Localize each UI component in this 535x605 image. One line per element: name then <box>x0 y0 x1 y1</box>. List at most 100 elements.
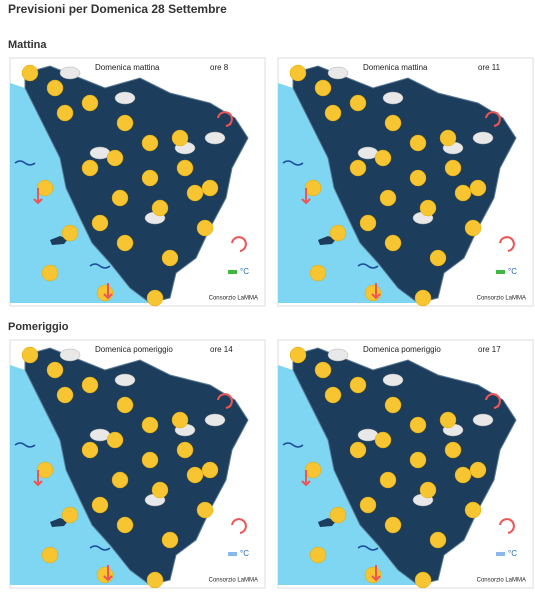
island <box>50 518 68 527</box>
sun-icon <box>384 396 402 414</box>
sun-icon <box>444 441 462 459</box>
sun-icon <box>349 441 367 459</box>
wind-arrow <box>485 111 501 127</box>
land <box>292 65 517 304</box>
sun-icon <box>151 199 169 217</box>
cloud-icon <box>327 66 349 80</box>
sun-icon <box>304 461 322 479</box>
land <box>24 65 249 304</box>
sun-icon <box>61 506 79 524</box>
temperature-unit: °C <box>240 549 249 558</box>
sun-icon <box>349 376 367 394</box>
sun-icon <box>81 376 99 394</box>
sun-icon <box>171 411 189 429</box>
sun-icon <box>419 199 437 217</box>
sea <box>10 83 150 303</box>
wave <box>14 160 36 166</box>
sun-icon <box>384 516 402 534</box>
sun-icon <box>374 431 392 449</box>
cloud-icon <box>327 348 349 362</box>
map-credit: Consorzio LaMMA <box>209 296 258 302</box>
section-title: Mattina <box>8 39 47 51</box>
sun-icon <box>374 149 392 167</box>
sun-icon <box>146 571 164 589</box>
wave <box>89 545 111 551</box>
sun-icon <box>464 501 482 519</box>
sun-icon <box>41 546 59 564</box>
cloud-icon <box>472 131 494 145</box>
sun-icon <box>201 461 219 479</box>
sea <box>10 365 150 585</box>
sun-icon <box>36 461 54 479</box>
temperature-unit: °C <box>508 549 517 558</box>
temperature-unit: °C <box>240 267 249 276</box>
sun-icon <box>41 264 59 282</box>
sun-icon <box>106 149 124 167</box>
sun-icon <box>21 346 39 364</box>
temperature-indicator <box>228 270 237 274</box>
sun-icon <box>309 546 327 564</box>
sun-icon <box>141 451 159 469</box>
wind-arrow <box>301 470 311 487</box>
cloud-icon <box>382 373 404 387</box>
sun-icon <box>409 451 427 469</box>
wind-arrow <box>217 393 233 409</box>
sun-icon <box>196 501 214 519</box>
sun-icon <box>116 234 134 252</box>
island <box>318 518 336 527</box>
wind-arrow <box>371 565 381 582</box>
sun-icon <box>379 471 397 489</box>
wave <box>282 442 304 448</box>
wind-arrow <box>301 188 311 205</box>
sun-icon <box>146 289 164 307</box>
sun-icon <box>46 361 64 379</box>
sun-icon <box>36 179 54 197</box>
wave <box>89 263 111 269</box>
sun-icon <box>171 129 189 147</box>
wave <box>282 160 304 166</box>
map-time: ore 14 <box>210 345 233 354</box>
wind-arrow <box>499 518 515 534</box>
sun-icon <box>106 431 124 449</box>
sun-icon <box>176 441 194 459</box>
sun-icon <box>364 566 382 584</box>
temperature-indicator <box>496 552 505 556</box>
sun-icon <box>414 571 432 589</box>
sun-icon <box>141 169 159 187</box>
page-title: Previsioni per Domenica 28 Settembre <box>8 2 227 16</box>
sun-icon <box>314 79 332 97</box>
sun-icon <box>289 346 307 364</box>
sun-icon <box>324 104 342 122</box>
sun-icon <box>111 471 129 489</box>
sun-icon <box>116 516 134 534</box>
wind-arrow <box>485 393 501 409</box>
sun-icon <box>81 159 99 177</box>
sea <box>278 83 418 303</box>
sun-icon <box>329 506 347 524</box>
forecast-map: Domenica mattina ore 8 °C Consorzio LaMMA <box>9 57 266 307</box>
cloud-icon <box>204 131 226 145</box>
sun-icon <box>61 224 79 242</box>
map-time: ore 17 <box>478 345 501 354</box>
sun-icon <box>186 184 204 202</box>
sun-icon <box>439 411 457 429</box>
sun-icon <box>454 466 472 484</box>
wind-arrow <box>231 236 247 252</box>
forecast-map: Domenica mattina ore 11 °C Consorzio LaMMA <box>277 57 534 307</box>
sun-icon <box>364 284 382 302</box>
land <box>24 347 249 586</box>
sun-icon <box>359 496 377 514</box>
sun-icon <box>56 386 74 404</box>
wave <box>357 263 379 269</box>
map-label: Domenica mattina <box>363 63 428 72</box>
map-credit: Consorzio LaMMA <box>209 578 258 584</box>
sun-icon <box>161 249 179 267</box>
sun-icon <box>304 179 322 197</box>
cloud-icon <box>59 348 81 362</box>
cloud-icon <box>114 91 136 105</box>
sun-icon <box>161 531 179 549</box>
map-credit: Consorzio LaMMA <box>477 296 526 302</box>
sun-icon <box>454 184 472 202</box>
